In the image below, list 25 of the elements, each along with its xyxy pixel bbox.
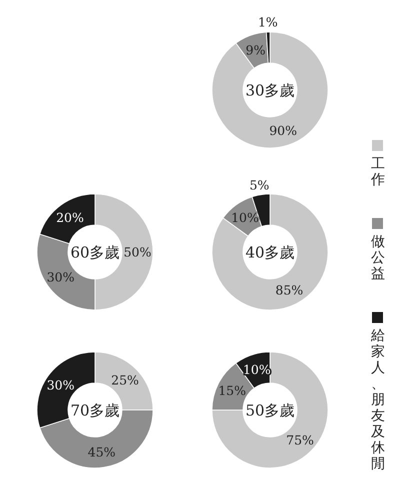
donut-slice [212, 194, 328, 310]
data-label: 45% [88, 444, 116, 460]
legend-label: 工作 [370, 156, 385, 188]
data-label: 9% [246, 42, 266, 58]
data-label: 90% [269, 122, 298, 138]
text: 70多歲 [70, 402, 120, 420]
text: 30多歲 [245, 82, 295, 100]
data-label: 20% [56, 210, 84, 226]
data-label: 15% [218, 383, 246, 398]
data-label: 50% [124, 244, 152, 260]
data-label: 25% [111, 372, 140, 388]
data-label: 85% [275, 282, 304, 298]
text: 40多歲 [245, 244, 295, 262]
data-label: 10% [231, 210, 260, 226]
data-label: 5% [249, 177, 270, 192]
category-label: 給家人、朋友及休閒 [371, 328, 385, 472]
donut-slice [212, 32, 328, 148]
donut-slice [212, 352, 328, 468]
data-label: 30% [46, 378, 75, 393]
data-label: 1% [258, 14, 278, 30]
text: 50多歲 [245, 402, 295, 420]
legend-label: 做公益 [371, 234, 385, 282]
data-label: 30% [46, 269, 75, 284]
text: 60多歲 [70, 244, 120, 262]
data-label: 75% [286, 432, 314, 448]
